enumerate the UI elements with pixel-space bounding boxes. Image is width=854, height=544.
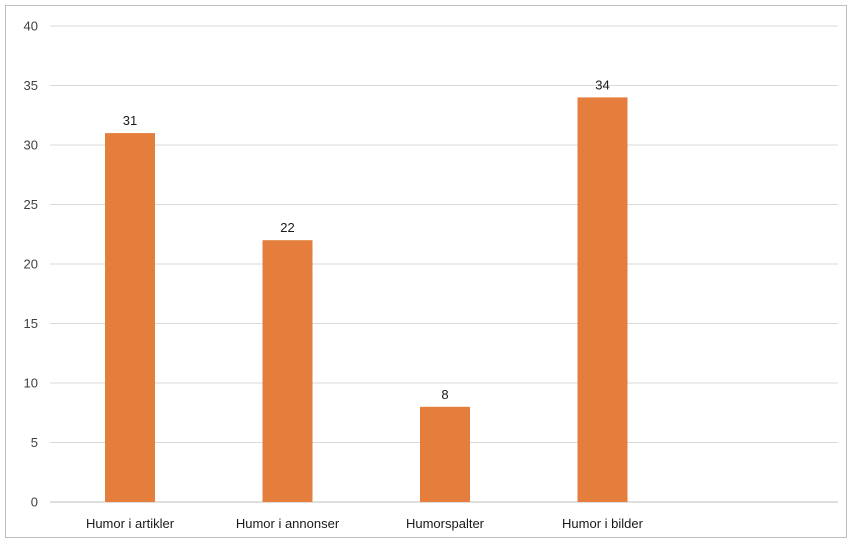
y-tick-label: 35 <box>24 78 38 93</box>
bar <box>262 240 313 502</box>
y-tick-label: 20 <box>24 257 38 272</box>
bar <box>577 97 628 503</box>
x-tick-label: Humorspalter <box>406 516 485 531</box>
y-tick-label: 40 <box>24 19 38 34</box>
x-tick-label: Humor i annonser <box>236 516 340 531</box>
y-tick-label: 15 <box>24 316 38 331</box>
data-label: 8 <box>441 387 448 402</box>
x-tick-label: Humor i bilder <box>562 516 644 531</box>
data-label: 22 <box>280 220 294 235</box>
bar <box>420 406 470 502</box>
data-label: 31 <box>123 113 137 128</box>
y-tick-label: 5 <box>31 435 38 450</box>
data-label: 34 <box>595 77 609 92</box>
y-tick-label: 0 <box>31 495 38 510</box>
x-tick-label: Humor i artikler <box>86 516 175 531</box>
bar <box>105 133 155 502</box>
y-tick-label: 10 <box>24 376 38 391</box>
y-tick-label: 25 <box>24 197 38 212</box>
y-tick-label: 30 <box>24 138 38 153</box>
